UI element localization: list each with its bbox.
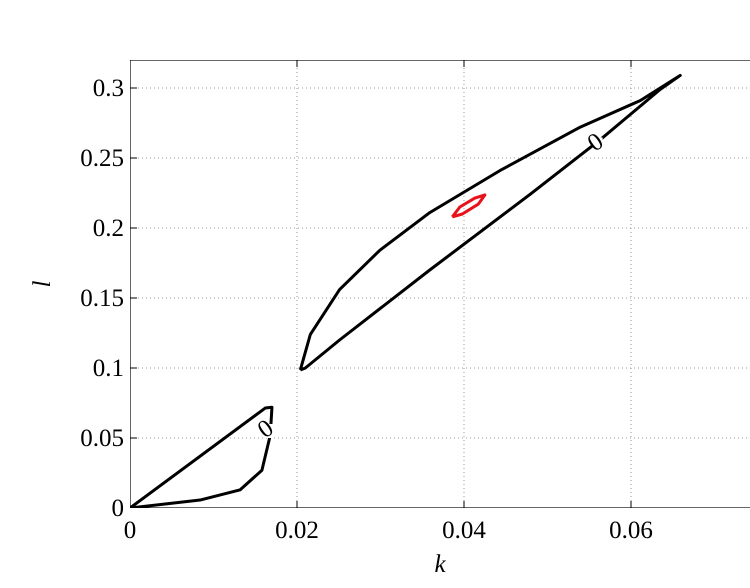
y-tick-label: 0.3 (93, 75, 124, 102)
y-tick-label: 0.2 (93, 215, 124, 242)
contour-line (130, 405, 274, 508)
contour-label-bg (592, 137, 603, 152)
y-tick-label: 0.05 (80, 425, 124, 452)
y-tick-label: 0.15 (80, 285, 124, 312)
contour-label: 0 (253, 414, 279, 443)
x-tick-label: 0.02 (275, 517, 319, 544)
x-axis-label: k (434, 551, 446, 578)
plot-area: 00 (130, 60, 750, 508)
contour-line (298, 73, 682, 372)
contour-line (451, 193, 487, 219)
x-tick-label: 0.06 (609, 517, 653, 544)
y-tick-label: 0.1 (93, 355, 124, 382)
contour-label: 0 (583, 128, 609, 157)
y-tick-label: 0 (112, 495, 125, 522)
x-tick-label: 0 (124, 517, 137, 544)
contour-label-bg (262, 423, 273, 438)
y-tick-label: 0.25 (80, 145, 124, 172)
x-tick-label: 0.04 (442, 517, 486, 544)
y-axis-label: l (29, 280, 56, 287)
